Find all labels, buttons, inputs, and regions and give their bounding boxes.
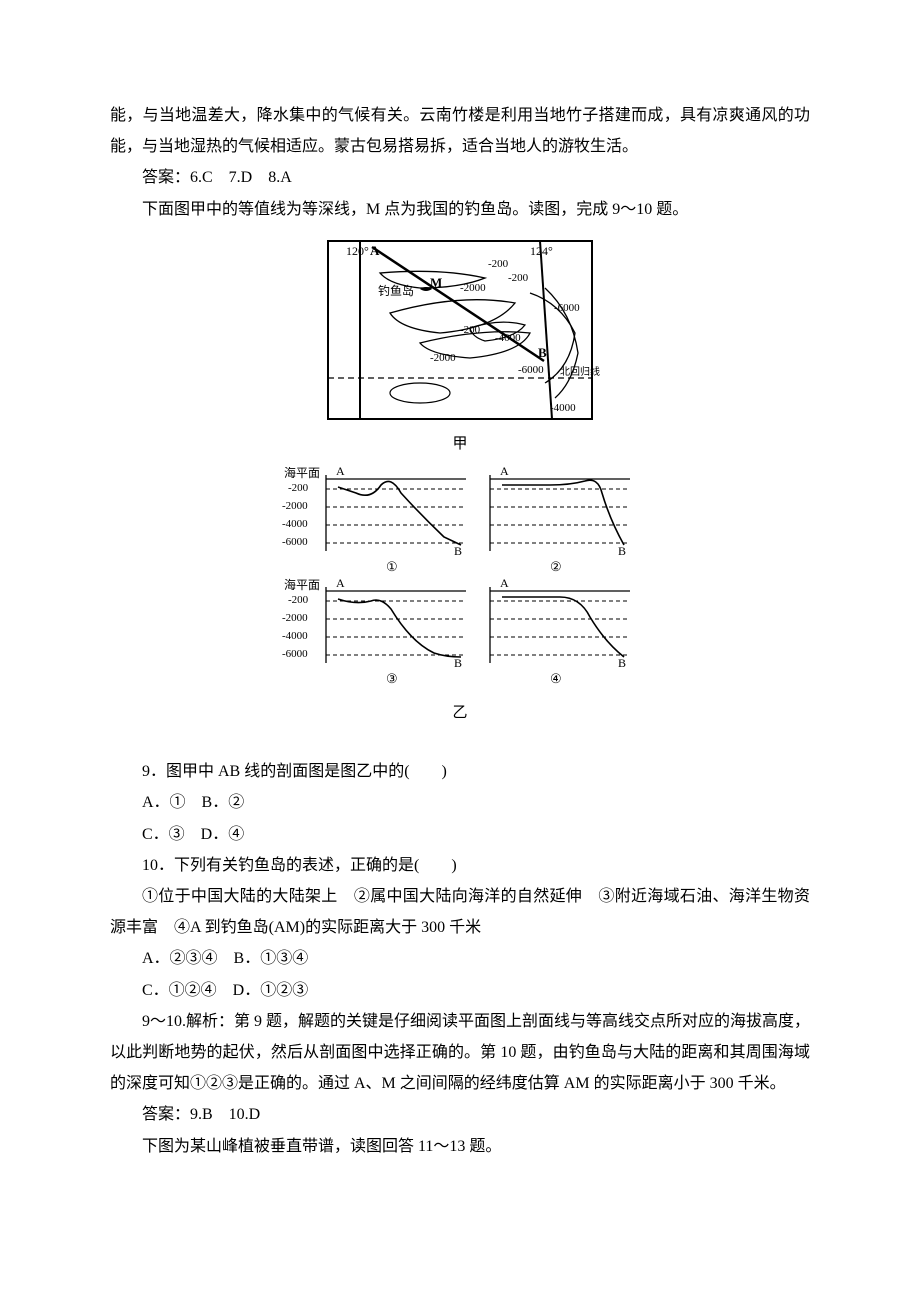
p3-b: B	[454, 656, 462, 670]
lead-11-13: 下图为某山峰植被垂直带谱，读图回答 11～13 题。	[110, 1131, 810, 1162]
depth-200a: -200	[488, 258, 509, 270]
diaoyu-label: 钓鱼岛	[378, 283, 414, 298]
explanation-9-10: 9～10.解析：第 9 题，解题的关键是仔细阅读平面图上剖面线与等高线交点所对应…	[110, 1006, 810, 1100]
p1-b: B	[454, 544, 462, 558]
q10-opt-cd: C．①②④ D．①②③	[110, 975, 810, 1006]
spacer	[110, 732, 810, 756]
ylabel-bot: 海平面	[284, 577, 320, 592]
ytick-b2: -4000	[282, 630, 308, 642]
profiles-svg: 海平面 -200 -2000 -4000 -6000 A B ① A	[280, 467, 640, 697]
depth-200c: -200	[460, 324, 481, 336]
answer-9-10: 答案：9.B 10.D	[110, 1099, 810, 1130]
profile-panel-2: A B	[490, 467, 630, 558]
ylabel-top: 海平面	[284, 467, 320, 480]
depth-2000a: -2000	[460, 282, 486, 294]
panel-label-1: ①	[386, 559, 398, 574]
p4-b: B	[618, 656, 626, 670]
depth-4000a: -4000	[495, 332, 521, 344]
caption-jia: 甲	[110, 430, 810, 459]
q9-opt-ab: A．① B．②	[110, 787, 810, 818]
p3-a: A	[336, 576, 345, 590]
lon-left-label: 120°	[346, 244, 369, 258]
p4-a: A	[500, 576, 509, 590]
q10-opt-ab: A．②③④ B．①③④	[110, 943, 810, 974]
p2-a: A	[500, 467, 509, 478]
figure-map-jia: 120° 124° A 钓鱼岛 M -200 -200 -2000 -200 -…	[110, 233, 810, 459]
lead-9-10: 下面图甲中的等值线为等深线，M 点为我国的钓鱼岛。读图，完成 9～10 题。	[110, 194, 810, 225]
caption-yi: 乙	[110, 699, 810, 728]
panel-label-4: ④	[550, 671, 562, 686]
lon-right-label: 124°	[530, 244, 553, 258]
depth-6000b: -6000	[518, 364, 544, 376]
profile-panel-4: A B	[490, 576, 630, 670]
depth-4000b: -4000	[550, 402, 576, 414]
q9-stem: 9．图甲中 AB 线的剖面图是图乙中的( )	[110, 756, 810, 787]
ytick-b1: -2000	[282, 612, 308, 624]
profile-panel-3: A B	[326, 576, 466, 670]
depth-2000b: -2000	[430, 352, 456, 364]
ytick-b3: -6000	[282, 648, 308, 660]
map-svg: 120° 124° A 钓鱼岛 M -200 -200 -2000 -200 -…	[320, 233, 600, 428]
ytick-3: -6000	[282, 536, 308, 548]
intro-continuation: 能，与当地温差大，降水集中的气候有关。云南竹楼是利用当地竹子搭建而成，具有凉爽通…	[110, 100, 810, 162]
q9-opt-cd: C．③ D．④	[110, 819, 810, 850]
profile-panel-1: A B	[326, 467, 466, 558]
tropic-label: 北回归线	[560, 365, 600, 378]
p2-b: B	[618, 544, 626, 558]
figure-profiles-yi: 海平面 -200 -2000 -4000 -6000 A B ① A	[110, 467, 810, 728]
depth-6000a: -6000	[554, 302, 580, 314]
depth-200b: -200	[508, 272, 529, 284]
panel-label-3: ③	[386, 671, 398, 686]
ytick-b0: -200	[288, 594, 309, 606]
ytick-0: -200	[288, 482, 309, 494]
p1-a: A	[336, 467, 345, 478]
ytick-1: -2000	[282, 500, 308, 512]
point-b-label: B	[538, 345, 547, 360]
q10-stem: 10．下列有关钓鱼岛的表述，正确的是( )	[110, 850, 810, 881]
ytick-2: -4000	[282, 518, 308, 530]
panel-label-2: ②	[550, 559, 562, 574]
q10-statements: ①位于中国大陆的大陆架上 ②属中国大陆向海洋的自然延伸 ③附近海域石油、海洋生物…	[110, 881, 810, 943]
answer-6-7-8: 答案：6.C 7.D 8.A	[110, 162, 810, 193]
